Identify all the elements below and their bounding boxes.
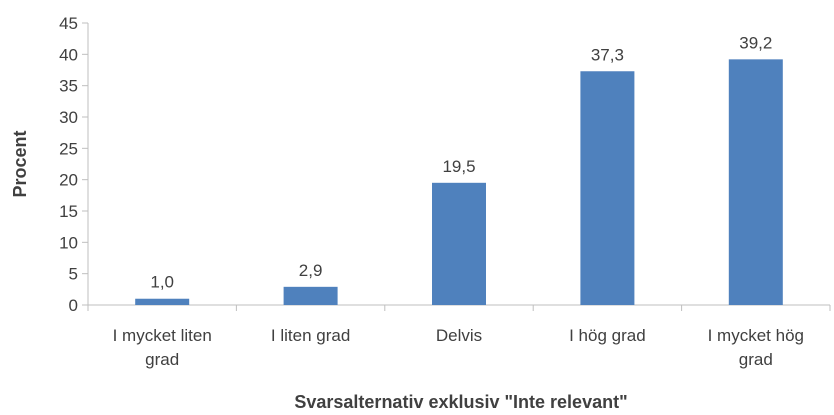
y-tick-label: 25: [59, 139, 78, 158]
category-label: Delvis: [436, 326, 482, 345]
y-tick-label: 0: [69, 296, 78, 315]
category-label: I hög grad: [569, 326, 646, 345]
y-tick-label: 15: [59, 202, 78, 221]
data-labels: 1,0 2,9 19,5 37,3 39,2: [150, 33, 772, 291]
bar-value-label: 39,2: [739, 33, 772, 52]
bar: [283, 286, 338, 305]
y-tick-label: 5: [69, 265, 78, 284]
bars: [135, 59, 783, 306]
y-tick-label: 45: [59, 14, 78, 33]
bar: [432, 182, 486, 305]
bar-value-label: 2,9: [299, 261, 323, 280]
category-label: I liten grad: [271, 326, 350, 345]
bar: [135, 298, 190, 305]
y-tick-label: 40: [59, 45, 78, 64]
category-label: I mycket liten grad: [113, 326, 212, 369]
x-axis-title: Svarsalternativ exklusiv "Inte relevant": [294, 392, 627, 412]
bar-value-label: 37,3: [591, 45, 624, 64]
y-tick-label: 10: [59, 233, 78, 252]
bar-value-label: 1,0: [150, 273, 174, 292]
y-axis: 0 5 10 15 20 25 30 35 40 45: [59, 14, 89, 315]
y-tick-label: 20: [59, 171, 78, 190]
bar: [580, 71, 635, 306]
y-tick-label: 30: [59, 108, 78, 127]
y-axis-title: Procent: [10, 130, 30, 197]
bar-value-label: 19,5: [442, 157, 475, 176]
category-label: I mycket hög grad: [708, 326, 804, 369]
bar: [728, 59, 783, 306]
x-axis: I mycket liten grad I liten grad Delvis I hö…: [87, 304, 831, 369]
y-tick-label: 35: [59, 77, 78, 96]
